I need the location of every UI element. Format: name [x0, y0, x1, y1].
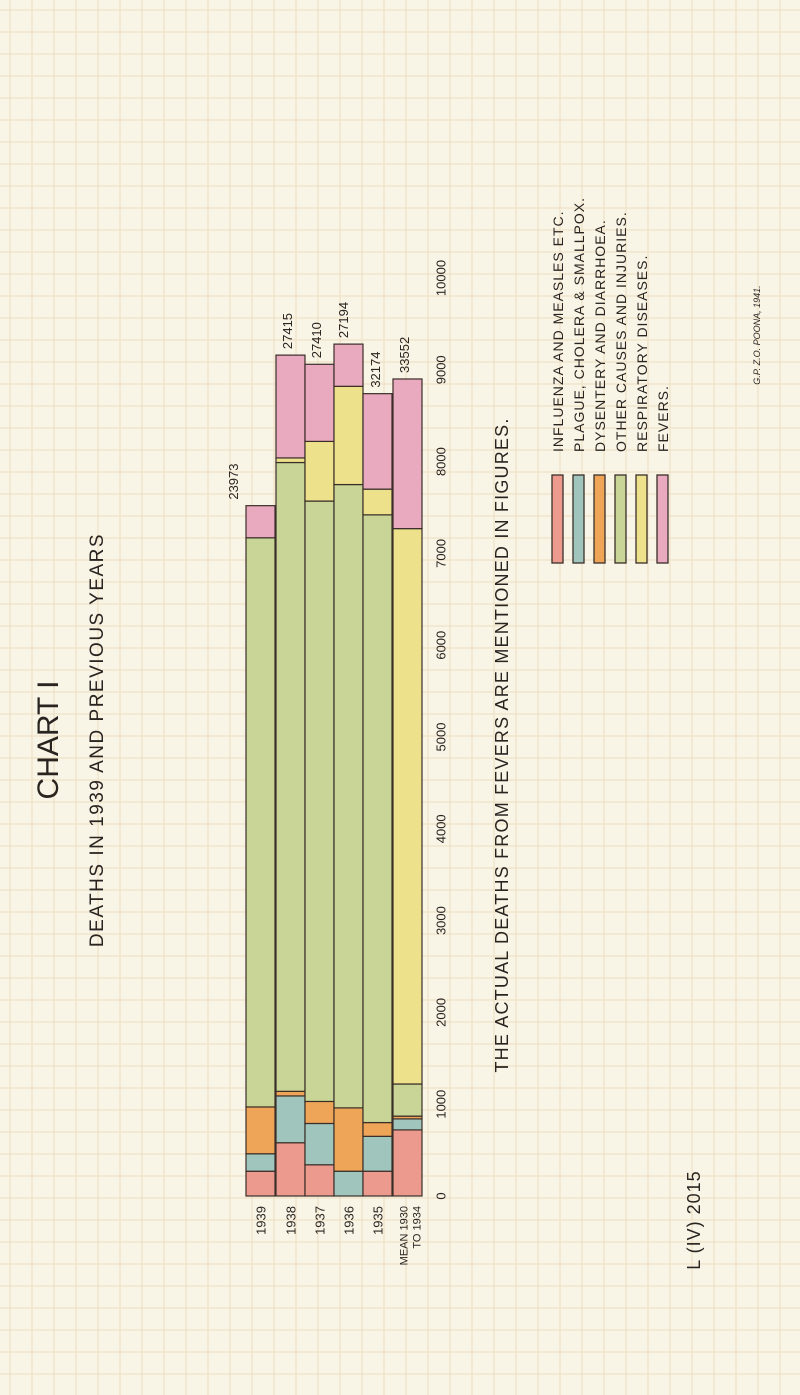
- reference-label: L (IV) 2015: [684, 1170, 704, 1269]
- legend: INFLUENZA AND MEASLES ETC. PLAGUE, CHOLER…: [550, 197, 671, 564]
- annotation-label: 27415: [280, 313, 295, 349]
- bar-segment-plague: [275, 1095, 306, 1144]
- annotation-label: 27410: [309, 322, 324, 358]
- bar-segment-other: [362, 514, 393, 1124]
- legend-swatch-influenza: [551, 474, 564, 564]
- bar-segment-influenza: [275, 1142, 306, 1197]
- bar-segment-dysentery: [245, 1106, 276, 1155]
- bar-segment-other: [245, 537, 276, 1108]
- bar-segment-dysentery: [275, 1090, 306, 1097]
- legend-swatch-plague: [572, 474, 585, 564]
- x-tick-label: 3000: [433, 906, 448, 935]
- x-axis-tick-labels: 0 1000 2000 3000 4000 5000 6000 7000 8000 9000 100…: [433, 260, 448, 1200]
- x-tick-label: 10000: [433, 260, 448, 296]
- bar-segment-plague: [392, 1118, 423, 1131]
- bar-segment-plague: [333, 1170, 364, 1197]
- annotation-label: 32174: [368, 352, 383, 388]
- bar-segment-influenza: [362, 1170, 393, 1197]
- chart-title: DEATHS IN 1939 AND PREVIOUS YEARS: [87, 533, 108, 947]
- bar-segment-dysentery: [362, 1121, 393, 1137]
- category-label: 1935: [371, 1206, 386, 1235]
- x-tick-label: 8000: [433, 447, 448, 476]
- bar-segment-respiratory: [333, 385, 364, 486]
- bar-segment-influenza: [245, 1170, 276, 1197]
- x-tick-label: 7000: [433, 539, 448, 568]
- category-label: 1936: [342, 1206, 357, 1235]
- bar-annotations: 23973 27415 27410 27194 32174 33552: [226, 302, 412, 500]
- x-tick-label: 5000: [433, 723, 448, 752]
- bar-segment-fevers: [333, 343, 364, 387]
- bar-segment-plague: [304, 1122, 335, 1166]
- bar-segment-respiratory: [362, 488, 393, 516]
- x-tick-label: 9000: [433, 355, 448, 384]
- bar-segment-respiratory: [275, 457, 306, 464]
- chart-label: CHART I: [32, 681, 65, 800]
- legend-label-influenza: INFLUENZA AND MEASLES ETC.: [550, 211, 566, 453]
- x-tick-label: 0: [433, 1192, 448, 1199]
- legend-label-fevers: FEVERS.: [655, 385, 671, 452]
- x-tick-label: 1000: [433, 1090, 448, 1119]
- category-labels: 1939 1938 1937 1936 1935 MEAN 1930 TO 1934: [254, 1206, 424, 1265]
- bar-segment-dysentery: [333, 1107, 364, 1172]
- bar-segment-influenza: [392, 1129, 423, 1197]
- legend-swatch-respiratory: [635, 474, 648, 564]
- legend-label-respiratory: RESPIRATORY DISEASES.: [634, 255, 650, 452]
- bar-segment-fevers: [245, 505, 276, 539]
- bar-segment-respiratory: [304, 440, 335, 502]
- category-label: 1937: [313, 1206, 328, 1235]
- bar-segment-fevers: [392, 378, 423, 530]
- category-label: 1938: [284, 1206, 299, 1235]
- legend-swatch-dysentery: [593, 474, 606, 564]
- x-tick-label: 4000: [433, 814, 448, 843]
- bar-segment-plague: [362, 1135, 393, 1172]
- bar-segment-plague: [245, 1153, 276, 1172]
- x-tick-label: 6000: [433, 631, 448, 660]
- category-label: TO 1934: [412, 1206, 424, 1249]
- bar-segment-fevers: [304, 363, 335, 443]
- annotation-label: 27194: [336, 302, 351, 338]
- bar-segment-other: [333, 483, 364, 1109]
- annotation-label: 23973: [226, 464, 241, 500]
- category-label: 1939: [254, 1206, 269, 1235]
- bar-segment-influenza: [304, 1164, 335, 1197]
- bar-segment-other: [275, 461, 306, 1092]
- bar-segment-fevers: [362, 393, 393, 490]
- legend-label-plague: PLAGUE, CHOLERA & SMALLPOX.: [571, 197, 587, 452]
- bar-segment-other: [304, 500, 335, 1103]
- bar-segment-other: [392, 1083, 423, 1117]
- legend-label-other: OTHER CAUSES AND INJURIES.: [613, 211, 629, 452]
- bar-segment-respiratory: [392, 528, 423, 1085]
- caption: THE ACTUAL DEATHS FROM FEVERS ARE MENTIO…: [492, 417, 512, 1072]
- annotation-label: 33552: [397, 337, 412, 373]
- printer-note: G.P. Z.O. POONA, 1941.: [752, 285, 762, 384]
- bar-segment-fevers: [275, 354, 306, 459]
- bar-segment-dysentery: [304, 1100, 335, 1125]
- legend-swatch-other: [614, 474, 627, 564]
- category-label: MEAN 1930: [399, 1206, 411, 1265]
- bar-stacks: [245, 343, 423, 1197]
- legend-swatch-fevers: [656, 474, 669, 564]
- legend-label-dysentery: DYSENTERY AND DIARRHOEA.: [592, 219, 608, 452]
- x-tick-label: 2000: [433, 998, 448, 1027]
